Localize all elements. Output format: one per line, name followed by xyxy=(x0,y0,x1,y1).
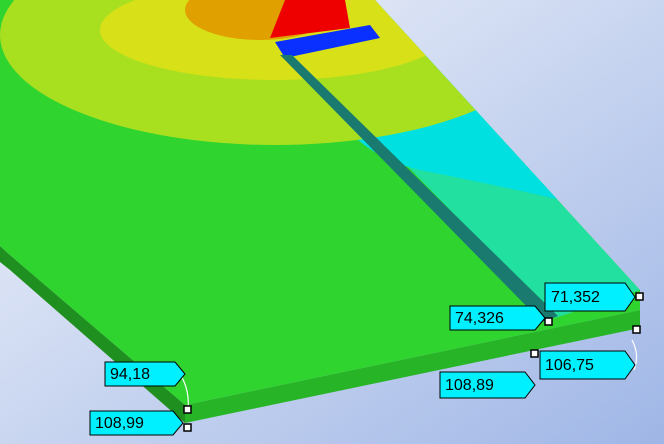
probe-pin xyxy=(544,317,553,326)
contour-red xyxy=(270,0,350,38)
probe-pin xyxy=(632,325,641,334)
probe-pin xyxy=(635,292,644,301)
probe-value: 94,18 xyxy=(110,366,150,383)
probe-value: 71,352 xyxy=(551,289,600,306)
probe-label: 108,89 xyxy=(439,371,536,399)
probe-value: 74,326 xyxy=(455,310,504,327)
probe-value: 108,89 xyxy=(445,377,494,394)
probe-pin xyxy=(530,349,539,358)
leader xyxy=(631,339,638,371)
probe-label: 71,352 xyxy=(544,282,636,312)
probe-label: 94,18 xyxy=(104,361,186,387)
probe-pin xyxy=(183,405,192,414)
probe-label: 74,326 xyxy=(449,305,546,331)
plate-edge-front xyxy=(185,310,640,423)
probe-pin xyxy=(183,423,192,432)
rib xyxy=(280,55,558,322)
contour-blue xyxy=(275,25,380,58)
probe-label: 106,75 xyxy=(539,350,636,380)
probe-value: 106,75 xyxy=(545,357,594,374)
probe-value: 108,99 xyxy=(95,415,144,432)
probe-label: 108,99 xyxy=(89,410,184,436)
